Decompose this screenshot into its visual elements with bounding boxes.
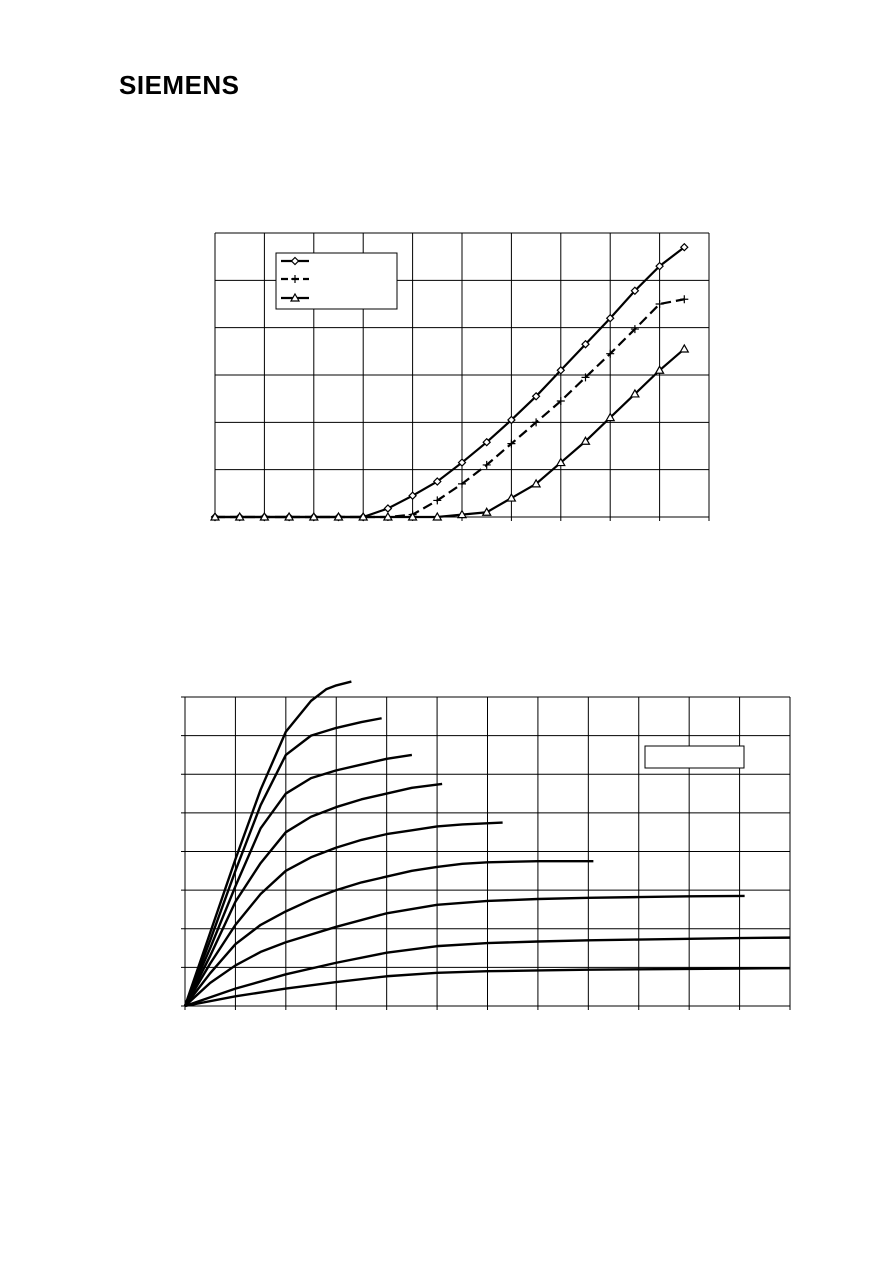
data-point xyxy=(679,343,690,353)
data-point xyxy=(333,511,344,521)
data-point xyxy=(408,491,417,501)
legend-marker xyxy=(291,275,299,283)
data-point xyxy=(581,373,590,382)
legend-box xyxy=(644,745,745,769)
data-point xyxy=(507,439,516,448)
data-point xyxy=(382,511,393,521)
data-point xyxy=(630,286,640,296)
curve-9 xyxy=(184,966,791,1008)
curve-4 xyxy=(183,782,443,1007)
data-point xyxy=(284,511,295,521)
data-point xyxy=(457,458,467,467)
data-point xyxy=(456,509,468,519)
legend-marker xyxy=(290,256,300,266)
data-point xyxy=(209,511,221,521)
curve-3 xyxy=(183,753,413,1007)
data-point xyxy=(605,313,615,323)
data-point xyxy=(234,511,245,521)
data-point xyxy=(506,492,517,502)
data-point xyxy=(556,365,566,375)
data-point xyxy=(605,412,616,422)
curve-5 xyxy=(183,821,503,1007)
data-point xyxy=(655,261,664,271)
data-point xyxy=(532,418,541,427)
data-point xyxy=(507,415,516,425)
data-point xyxy=(679,242,689,252)
data-point xyxy=(259,511,270,521)
data-point xyxy=(629,388,640,398)
series-line-2 xyxy=(215,298,685,519)
data-point xyxy=(655,300,664,308)
data-point xyxy=(482,460,491,469)
legend-marker xyxy=(289,292,301,302)
data-point xyxy=(531,478,542,488)
data-point xyxy=(606,349,615,358)
curve-8 xyxy=(184,936,791,1008)
siemens-logo: SIEMENS xyxy=(119,70,240,100)
curve-1 xyxy=(183,680,352,1007)
data-point xyxy=(458,479,466,488)
curve-6 xyxy=(184,859,594,1007)
data-point xyxy=(555,457,566,467)
data-point xyxy=(531,391,541,401)
data-point xyxy=(630,325,639,334)
data-point xyxy=(482,437,492,447)
data-point xyxy=(432,477,442,486)
series-line-3 xyxy=(215,348,686,519)
data-point xyxy=(581,339,590,349)
data-point xyxy=(556,397,565,406)
data-point xyxy=(432,511,443,521)
data-point xyxy=(308,511,319,521)
data-point xyxy=(654,365,665,374)
data-point xyxy=(481,507,492,516)
data-point xyxy=(433,496,442,505)
curve-2 xyxy=(183,717,382,1007)
data-point xyxy=(580,436,591,445)
data-point xyxy=(358,511,369,521)
data-point xyxy=(407,511,418,521)
curve-7 xyxy=(184,894,745,1007)
data-point xyxy=(680,295,689,304)
